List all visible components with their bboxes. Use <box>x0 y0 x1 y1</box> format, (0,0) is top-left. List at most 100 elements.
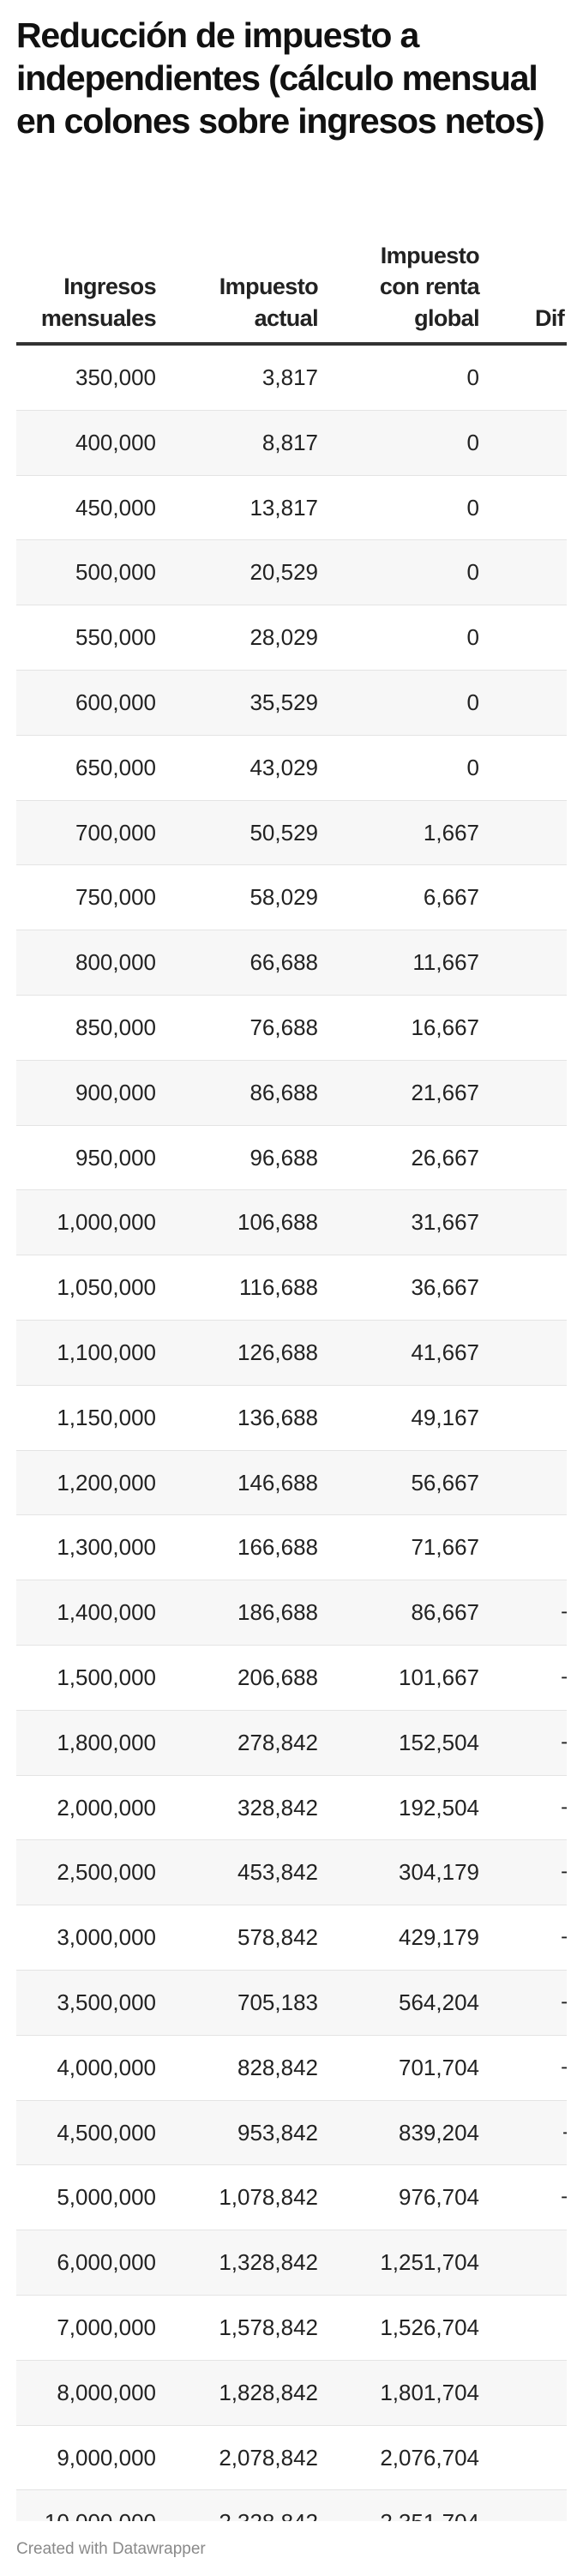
cell-impuesto-actual: 206,688 <box>237 1664 318 1690</box>
cell-ingresos: 400,000 <box>75 429 156 455</box>
cell-ingresos: 2,000,000 <box>57 1794 156 1821</box>
cell-ingresos: 1,200,000 <box>57 1469 156 1496</box>
cell-diferencia: −105,021 <box>541 1646 567 1710</box>
cell-diferencia: −28,029 <box>541 605 567 670</box>
table-row: 1,000,000 106,688 31,667 −75,021 <box>16 1190 567 1256</box>
column-header-impuesto-global[interactable]: Impuesto con renta global <box>379 242 480 331</box>
cell-ingresos: 450,000 <box>75 494 156 521</box>
footer-credit[interactable]: Created with Datawrapper <box>16 2540 206 2558</box>
table-row: 1,400,000 186,688 86,667 −100,021 <box>16 1580 567 1646</box>
cell-impuesto-actual: 953,842 <box>237 2119 318 2146</box>
cell-impuesto-global: 839,204 <box>399 2119 479 2146</box>
cell-diferencia: −95,021 <box>541 1515 567 1580</box>
cell-ingresos: 1,400,000 <box>57 1599 156 1626</box>
cell-diferencia: −136,338 <box>541 1776 567 1840</box>
cell-diferencia: −70,021 <box>541 1126 567 1190</box>
cell-impuesto-actual: 146,688 <box>237 1469 318 1496</box>
cell-ingresos: 1,150,000 <box>57 1404 156 1430</box>
cell-ingresos: 500,000 <box>75 559 156 586</box>
cell-ingresos: 1,500,000 <box>57 1664 156 1690</box>
cell-ingresos: 750,000 <box>75 884 156 911</box>
cell-impuesto-actual: 166,688 <box>237 1534 318 1561</box>
cell-diferencia: −48,862 <box>541 801 567 865</box>
cell-ingresos: 10,000,000 <box>16 2490 156 2521</box>
cell-ingresos: 1,800,000 <box>57 1729 156 1755</box>
cell-impuesto-actual: 106,688 <box>237 1209 318 1236</box>
cell-impuesto-actual: 2,078,842 <box>219 2444 318 2471</box>
cell-ingresos: 900,000 <box>75 1079 156 1105</box>
cell-impuesto-global: 11,667 <box>412 949 479 976</box>
cell-ingresos: 2,500,000 <box>57 1859 156 1886</box>
table-row: 1,500,000 206,688 101,667 −105,021 <box>16 1646 567 1711</box>
cell-diferencia: −77,138 <box>541 2230 567 2295</box>
column-header-diferencia[interactable]: Dif <box>535 304 565 331</box>
cell-impuesto-global: 71,667 <box>411 1534 479 1561</box>
table-row: 700,000 50,529 1,667 −48,862 <box>16 800 567 866</box>
cell-diferencia: −90,021 <box>541 1451 567 1515</box>
cell-ingresos: 650,000 <box>75 754 156 780</box>
cell-diferencia: −43,029 <box>541 736 567 800</box>
table-row: 8,000,000 1,828,842 1,801,704 −27,138 <box>16 2360 567 2426</box>
cell-diferencia: −85,021 <box>541 1321 567 1385</box>
cell-diferencia: −60,021 <box>541 996 567 1060</box>
header-rule <box>16 342 567 346</box>
cell-diferencia: −51,362 <box>541 865 567 930</box>
table-row: 500,000 20,529 0 −20,529 <box>16 540 567 606</box>
table-row: 3,000,000 578,842 429,179 −149,663 <box>16 1905 567 1971</box>
cell-ingresos: 3,500,000 <box>57 1989 156 2015</box>
cell-impuesto-actual: 58,029 <box>249 884 318 911</box>
cell-diferencia: −55,021 <box>541 930 567 995</box>
cell-ingresos: 7,000,000 <box>57 2314 156 2340</box>
cell-impuesto-global: 56,667 <box>411 1469 479 1496</box>
cell-ingresos: 3,000,000 <box>57 1924 156 1951</box>
cell-diferencia: −75,021 <box>541 1190 567 1255</box>
cell-impuesto-global: 429,179 <box>399 1924 479 1951</box>
cell-ingresos: 6,000,000 <box>57 2249 156 2276</box>
cell-impuesto-actual: 1,328,842 <box>219 2249 318 2276</box>
cell-impuesto-global: 6,667 <box>423 884 479 911</box>
cell-impuesto-actual: 278,842 <box>237 1729 318 1755</box>
cell-impuesto-global: 49,167 <box>411 1404 479 1430</box>
table-row: 1,100,000 126,688 41,667 −85,021 <box>16 1320 567 1386</box>
cell-impuesto-actual: 186,688 <box>237 1599 318 1626</box>
cell-diferencia: −87,521 <box>541 1386 567 1450</box>
cell-diferencia: −3,817 <box>541 346 567 410</box>
cell-ingresos: 9,000,000 <box>57 2444 156 2471</box>
cell-diferencia: −52,138 <box>541 2296 567 2360</box>
cell-diferencia: −27,138 <box>541 2361 567 2425</box>
cell-diferencia: −8,817 <box>541 411 567 475</box>
cell-ingresos: 5,000,000 <box>57 2184 156 2211</box>
cell-impuesto-global: 2,351,704 <box>335 2490 479 2521</box>
table-body: 350,0003,8170−3,817400,0008,8170−8,81745… <box>16 346 567 2521</box>
cell-ingresos: 800,000 <box>75 949 156 976</box>
cell-impuesto-actual: 28,029 <box>249 624 318 651</box>
cell-impuesto-actual: 43,029 <box>249 754 318 780</box>
cell-ingresos: 1,000,000 <box>57 1209 156 1236</box>
cell-impuesto-global: 564,204 <box>399 1989 479 2015</box>
cell-impuesto-global: 2,076,704 <box>380 2444 479 2471</box>
cell-diferencia: −127,138 <box>541 2036 567 2100</box>
cell-diferencia: −149,663 <box>541 1840 567 1905</box>
column-header-ingresos[interactable]: Ingresos mensuales <box>40 274 157 331</box>
chart-title: Reducción de impuesto a independientes (… <box>16 15 545 141</box>
cell-impuesto-actual: 3,817 <box>261 364 318 390</box>
table-row: 10,000,000 2,328,842 2,351,704 22,862 <box>16 2490 567 2521</box>
cell-diferencia: −13,817 <box>541 476 567 540</box>
cell-impuesto-global: 26,667 <box>411 1144 479 1171</box>
cell-ingresos: 1,300,000 <box>57 1534 156 1561</box>
table-row: 900,000 86,688 21,667 −65,021 <box>16 1060 567 1126</box>
data-table: Ingresos mensuales Impuesto actual Impue… <box>16 0 567 2521</box>
cell-impuesto-actual: 1,078,842 <box>219 2184 318 2211</box>
cell-impuesto-global: 1,251,704 <box>380 2249 479 2276</box>
cell-impuesto-global: 976,704 <box>399 2184 479 2211</box>
column-header-impuesto-actual[interactable]: Impuesto actual <box>219 274 319 331</box>
cell-impuesto-actual: 126,688 <box>237 1339 318 1365</box>
cell-ingresos: 600,000 <box>75 689 156 715</box>
cell-impuesto-global: 21,667 <box>411 1079 479 1105</box>
cell-ingresos: 700,000 <box>75 819 156 846</box>
table-row: 3,500,000 705,183 564,204 −140,979 <box>16 1970 567 2036</box>
table-row: 4,000,000 828,842 701,704 −127,138 <box>16 2036 567 2101</box>
table-row: 1,300,000 166,688 71,667 −95,021 <box>16 1515 567 1581</box>
table-row: 400,000 8,817 0 −8,817 <box>16 410 567 476</box>
cell-diferencia: −65,021 <box>541 1061 567 1125</box>
